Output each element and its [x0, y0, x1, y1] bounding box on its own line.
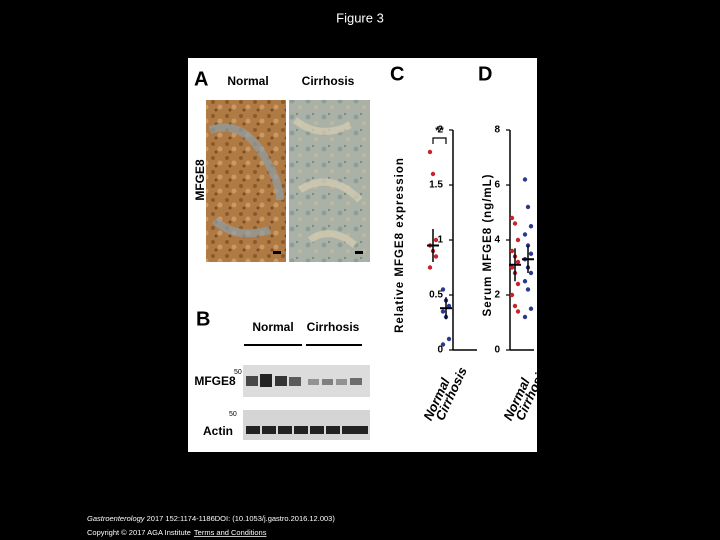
data-point — [430, 171, 436, 177]
data-point — [427, 265, 433, 270]
data-point — [528, 270, 534, 276]
copyright: Copyright © 2017 AGA Institute Terms and … — [87, 528, 267, 537]
y-axis-label: Relative MFGE8 expression — [394, 157, 406, 333]
data-point — [515, 259, 521, 265]
panel-label: D — [478, 63, 492, 85]
y-tick-label: 4 — [494, 235, 500, 246]
y-tick-label: 2 — [437, 125, 443, 136]
data-point — [446, 303, 452, 309]
panel-label: A — [194, 68, 208, 90]
y-tick-label: 6 — [494, 180, 500, 191]
significance-bracket — [432, 137, 447, 144]
data-point — [522, 279, 528, 284]
micrograph-texture — [292, 117, 363, 248]
y-axis-label: Serum MFGE8 (ng/mL) — [482, 174, 494, 317]
significance-label: ** — [435, 125, 444, 137]
terms-link[interactable]: Terms and Conditions — [194, 528, 267, 537]
data-point — [427, 149, 433, 155]
column-label: Normal — [227, 74, 268, 88]
data-point — [525, 204, 531, 210]
data-point — [509, 292, 515, 298]
panel-label: C — [390, 63, 404, 85]
data-point — [525, 287, 531, 292]
data-point — [515, 237, 521, 243]
data-point — [522, 232, 528, 237]
group-label: Cirrhosis — [307, 320, 360, 334]
y-tick-label: 0 — [437, 345, 443, 356]
slide-title: Figure 3 — [336, 10, 384, 25]
data-point — [509, 265, 515, 270]
data-point — [512, 303, 518, 309]
data-point — [440, 287, 446, 292]
column-label: Cirrhosis — [302, 74, 355, 88]
blot-bands — [246, 374, 368, 434]
scale-bar — [273, 251, 281, 254]
blot-label: Actin — [203, 424, 233, 438]
citation-text: 2017 152:1174-1186DOI: (10.1053/j.gastro… — [145, 514, 336, 523]
data-point — [515, 309, 521, 314]
size-marker: 50 — [234, 369, 242, 376]
group-label: Normal — [252, 320, 293, 334]
copyright-text: Copyright © 2017 AGA Institute — [87, 528, 191, 537]
scale-bar — [355, 251, 363, 254]
data-point — [528, 224, 534, 229]
data-point — [522, 177, 528, 182]
data-point — [509, 215, 515, 221]
data-point — [446, 336, 452, 342]
data-point — [515, 281, 521, 287]
blot-membrane — [243, 410, 370, 440]
data-point — [433, 254, 439, 259]
micrograph-texture — [208, 123, 284, 238]
data-point — [509, 248, 515, 254]
data-point — [512, 221, 518, 226]
panel-label: B — [196, 308, 210, 330]
data-point — [440, 309, 446, 314]
data-point — [440, 342, 446, 347]
data-point — [528, 306, 534, 311]
y-tick-label: 2 — [494, 290, 500, 301]
citation: Gastroenterology 2017 152:1174-1186DOI: … — [87, 514, 335, 523]
data-point — [522, 314, 528, 320]
journal: Gastroenterology — [87, 514, 146, 523]
y-tick-label: 8 — [494, 125, 500, 136]
data-point — [433, 237, 439, 243]
y-tick-label: 1 — [437, 235, 443, 246]
y-tick-label: 1.5 — [429, 180, 443, 191]
y-tick-label: 0 — [494, 345, 500, 356]
blot-label: MFGE8 — [194, 374, 236, 388]
size-marker: 50 — [229, 411, 237, 418]
row-label: MFGE8 — [193, 159, 207, 201]
y-tick-label: 0.5 — [429, 290, 443, 301]
data-point — [528, 251, 534, 256]
